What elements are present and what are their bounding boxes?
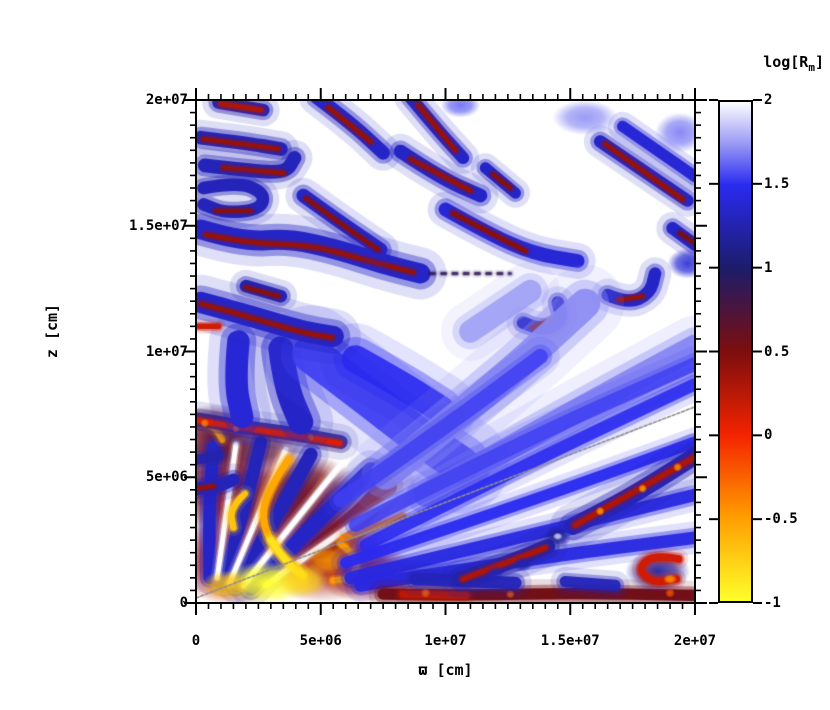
y-tick-label: 1.5e+07: [128, 217, 188, 234]
colorbar-title-suffix: ]: [814, 53, 824, 71]
y-tick-label: 1e+07: [145, 343, 188, 360]
colorbar-title: log[Rm]: [694, 53, 824, 74]
y-axis-label-text: z [cm]: [43, 303, 61, 359]
x-tick-label: 0: [191, 633, 201, 649]
heatmap-canvas: [196, 100, 695, 603]
colorbar-tick-label: -1: [764, 595, 781, 611]
colorbar-title-subscript: m: [808, 61, 815, 74]
y-tick-label: 2e+07: [145, 92, 188, 108]
colorbar-tick-label: 0: [764, 427, 773, 444]
y-tick-label: 5e+06: [145, 469, 188, 486]
x-tick-label: 2e+07: [673, 633, 717, 649]
x-axis-label: ϖ [cm]: [196, 661, 695, 679]
colorbar-tick-label: 1.5: [764, 175, 790, 192]
colorbar-tick-label: 1: [764, 259, 773, 276]
colorbar-tick-label: 0.5: [764, 343, 790, 360]
y-tick-label: 0: [179, 595, 188, 611]
x-axis-label-text: ϖ [cm]: [418, 661, 473, 679]
colorbar-title-prefix: log[R: [763, 53, 809, 71]
x-tick-label: 1e+07: [424, 633, 467, 649]
x-tick-label: 1.5e+07: [540, 633, 600, 649]
colorbar-tick-label: -0.5: [764, 511, 798, 528]
x-tick-label: 5e+06: [299, 633, 342, 649]
colorbar-tick-label: 2: [764, 92, 773, 108]
colorbar: [718, 100, 753, 603]
